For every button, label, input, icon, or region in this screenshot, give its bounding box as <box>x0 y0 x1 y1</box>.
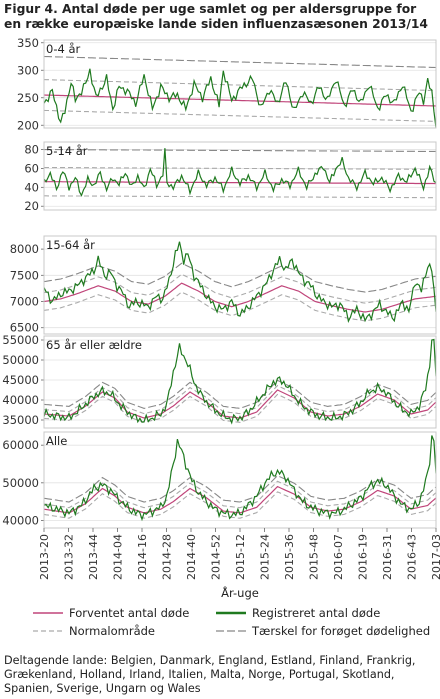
y-tick-label: 40000 <box>2 393 39 407</box>
series-lines <box>44 435 436 522</box>
x-tick-label: 2015-24 <box>259 534 272 580</box>
registered-line <box>44 241 436 324</box>
x-tick-label: 2015-12 <box>234 534 247 580</box>
y-tick-label: 20 <box>24 199 39 213</box>
y-tick-label: 7000 <box>10 295 39 309</box>
y-tick-label: 45000 <box>2 373 39 387</box>
y-tick-label: 35000 <box>2 413 39 427</box>
normal-upper-line <box>44 480 436 509</box>
y-tick-label: 50000 <box>2 353 39 367</box>
x-tick-label: 2014-16 <box>136 534 149 580</box>
y-tick-label: 250 <box>17 91 39 105</box>
x-tick-label: 2014-28 <box>161 534 174 580</box>
panel-frame <box>43 39 437 129</box>
registered-line <box>44 148 436 197</box>
panel-frame <box>43 235 437 335</box>
series-lines <box>44 148 436 199</box>
expected-line <box>44 485 436 514</box>
panel-label: 15-64 år <box>46 238 95 252</box>
panel-4: 40000 50000 60000 Alle <box>2 431 437 529</box>
panel-label: Alle <box>46 434 67 448</box>
panel-frame <box>43 141 437 211</box>
y-tick-label: 40000 <box>2 513 39 527</box>
x-tick-label: 2013-20 <box>38 534 51 580</box>
normal-lower-line <box>44 491 436 519</box>
x-tick-label: 2015-36 <box>283 534 296 580</box>
y-tick-label: 60 <box>24 161 39 175</box>
x-tick-label: 2017-03 <box>430 534 440 580</box>
y-tick-label: 6500 <box>10 321 39 335</box>
normal-upper-line <box>44 79 436 92</box>
x-tick-label: 2016-31 <box>381 534 394 580</box>
expected-line <box>44 94 436 107</box>
x-tick-label: 2014-40 <box>185 534 198 580</box>
legend-label-normal: Normalområde <box>69 624 155 638</box>
threshold-line <box>44 55 436 69</box>
y-tick-label: 55000 <box>2 333 39 347</box>
series-lines <box>44 338 436 425</box>
threshold-line <box>44 262 436 293</box>
x-tick-label: 2013-44 <box>87 534 100 580</box>
legend-label-threshold: Tærskel for forøget dødelighed <box>251 624 430 638</box>
registered-line <box>44 435 436 522</box>
x-tick-label: 2015-48 <box>308 534 321 580</box>
normal-upper-line <box>44 166 436 170</box>
threshold-line <box>44 379 436 409</box>
x-tick-label: 2013-32 <box>63 534 76 580</box>
y-tick-label: 40 <box>24 180 39 194</box>
normal-lower-line <box>44 109 436 122</box>
legend-label-expected: Forventet antal døde <box>69 606 189 620</box>
y-tick-label: 350 <box>17 36 39 50</box>
y-tick-label: 50000 <box>2 476 39 490</box>
x-tick-label: 2014-04 <box>112 534 125 580</box>
expected-line <box>44 282 436 313</box>
x-tick-label: 2016-19 <box>357 534 370 580</box>
series-lines <box>44 241 436 324</box>
x-tick-label: 2016-07 <box>332 534 345 580</box>
normal-lower-line <box>44 291 436 322</box>
y-tick-label: 8000 <box>10 242 39 256</box>
figure-title: Figur 4. Antal døde per uge samlet og pe… <box>4 2 428 31</box>
x-tick-label: 2016-43 <box>406 534 419 580</box>
y-tick-label: 200 <box>17 118 39 132</box>
panel-1: 20 40 60 80 5-14 år <box>24 141 437 213</box>
y-tick-label: 7500 <box>10 268 39 282</box>
x-axis-label: År-uge <box>221 585 259 600</box>
normal-lower-line <box>44 393 436 423</box>
panel-2: 6500 7000 7500 8000 15-64 år <box>10 235 437 335</box>
normal-upper-line <box>44 384 436 415</box>
panel-label: 5-14 år <box>46 144 88 158</box>
normal-upper-line <box>44 273 436 304</box>
normal-lower-line <box>44 195 436 199</box>
y-tick-label: 60000 <box>2 438 39 452</box>
legend-label-registered: Registreret antal døde <box>252 606 380 620</box>
panel-label: 0-4 år <box>46 42 80 56</box>
y-tick-label: 300 <box>17 63 39 77</box>
panel-0: 200 250 300 350 0-4 år <box>17 36 437 132</box>
y-tick-label: 80 <box>24 143 39 157</box>
threshold-line <box>44 149 436 152</box>
panel-3: 35000 40000 45000 50000 55000 65 år eller æld… <box>2 333 437 429</box>
registered-line <box>44 338 436 425</box>
panel-label: 65 år eller ældre <box>46 338 142 352</box>
panel-frame <box>43 335 437 429</box>
registered-line <box>44 68 436 128</box>
series-lines <box>44 55 436 128</box>
participating-countries-note: Deltagende lande: Belgien, Danmark, Engl… <box>4 654 416 695</box>
x-tick-label: 2014-52 <box>210 534 223 580</box>
